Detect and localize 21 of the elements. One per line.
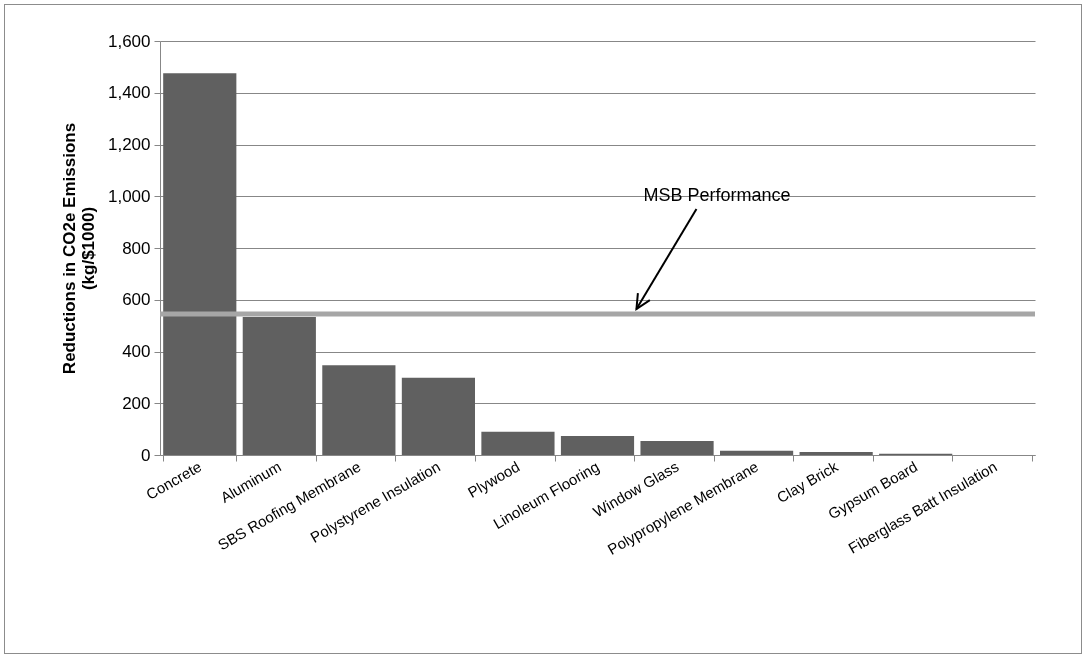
y-tick-label: 200	[122, 393, 151, 413]
y-tick-label: 1,400	[107, 83, 151, 103]
bar	[640, 441, 714, 455]
y-tick-label: 0	[141, 445, 151, 465]
bar	[242, 317, 316, 455]
x-tick-label: Clay Brick	[773, 457, 842, 507]
y-tick-label: 600	[122, 290, 151, 310]
y-axis-title: Reductions in CO2e Emissions (kg/$1000)	[59, 122, 98, 375]
bar	[720, 450, 794, 455]
bar	[163, 73, 237, 455]
y-tick-label: 400	[122, 342, 151, 361]
bar	[799, 451, 873, 455]
bar	[560, 436, 635, 455]
y-tick-label: 800	[122, 238, 151, 258]
ref-line-label: MSB Performance	[643, 184, 791, 205]
y-tick-label: 1,200	[107, 135, 151, 154]
y-tick-label: 1,600	[107, 31, 151, 51]
bar	[322, 365, 396, 455]
bar	[481, 431, 555, 455]
bar	[401, 377, 475, 455]
y-tick-label: 1,000	[107, 186, 151, 206]
